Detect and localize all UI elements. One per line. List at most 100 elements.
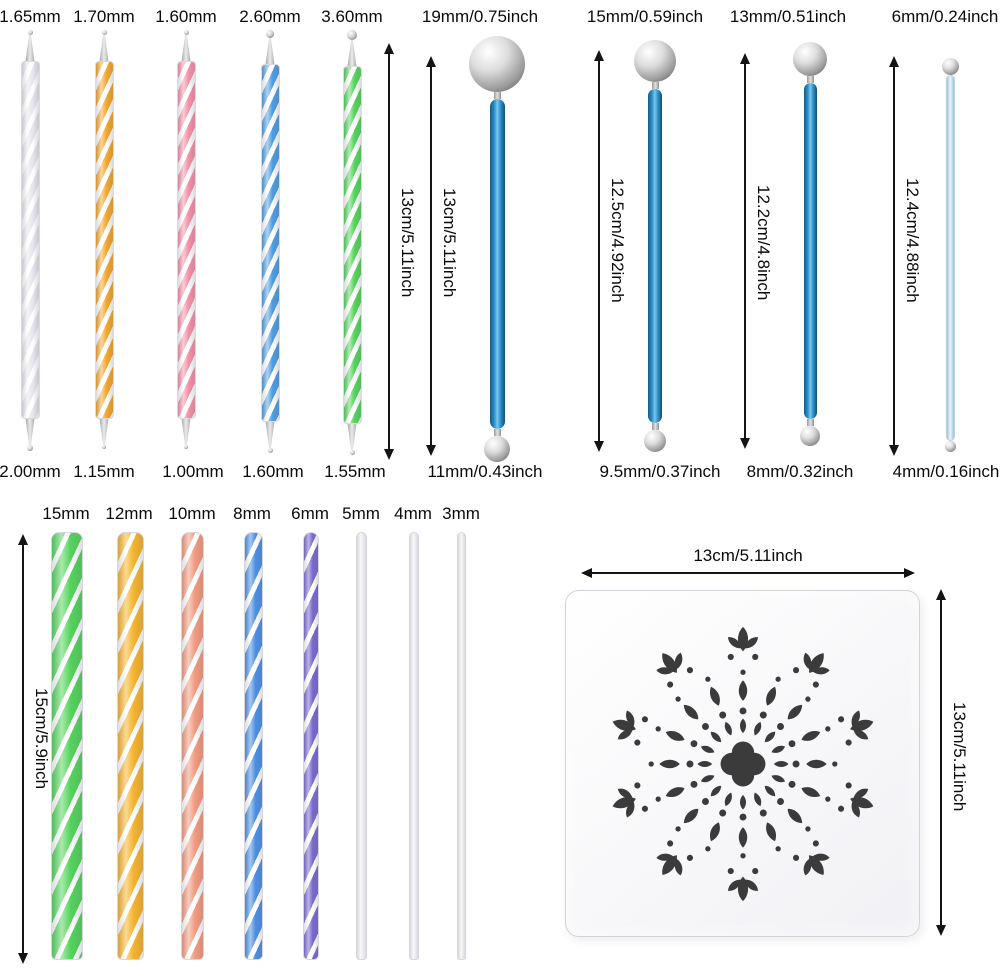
stencil-width-arrow — [581, 568, 915, 578]
pen-tip-size-label: 1.65mm — [0, 7, 61, 26]
acrylic-rod-3mm — [457, 532, 466, 960]
arrowhead — [740, 438, 750, 449]
rod-diameter-label: 12mm — [105, 504, 153, 523]
arrowhead — [18, 534, 28, 545]
pen-barrel — [342, 66, 362, 424]
pen-tip-cone — [25, 35, 35, 61]
pen-ball-tip — [266, 30, 274, 38]
arrowhead — [426, 445, 436, 456]
rod-diameter-label: 4mm — [394, 504, 432, 523]
pen-tip-cone — [99, 419, 109, 445]
arrowhead — [426, 56, 436, 67]
stylus-length-arrow — [740, 53, 750, 449]
pen-tip-cone — [347, 424, 357, 450]
pen-tip-cone — [347, 40, 357, 66]
stylus-neck — [806, 419, 814, 426]
stylus-length-label: 12.2cm/4.8inch — [754, 185, 773, 301]
pen-tip-size-label: 2.00mm — [0, 462, 61, 481]
acrylic-rod-8mm — [244, 532, 263, 960]
stylus-ball — [944, 441, 956, 452]
acrylic-rod-4mm — [409, 532, 419, 960]
stylus-neck — [651, 82, 659, 89]
pen-tip-cone — [99, 35, 109, 61]
stylus-ball-size-label: 6mm/0.24inch — [891, 7, 999, 26]
rod-diameter-label: 15mm — [42, 504, 90, 523]
rod-diameter-label: 10mm — [168, 504, 216, 523]
pen-tip-size-label: 2.60mm — [239, 7, 301, 26]
pen-ball-tip — [27, 30, 33, 35]
pen-barrel — [94, 61, 114, 419]
pen-tip-size-label: 1.60mm — [242, 462, 304, 481]
stylus-handle — [648, 89, 662, 423]
arrowhead — [740, 53, 750, 64]
pen-tip-size-label: 1.00mm — [162, 462, 224, 481]
dotting-pen-orange — [74, 30, 134, 449]
dotting-pen-green — [322, 30, 382, 455]
pen-tip-cone — [181, 35, 191, 61]
acrylic-rod-10mm — [181, 532, 204, 960]
stencil-width-label: 13cm/5.11inch — [693, 546, 803, 565]
stylus-ball — [469, 36, 525, 92]
stencil-height-label: 13cm/5.11inch — [950, 702, 969, 812]
mandala-stencil — [565, 590, 920, 937]
arrowhead — [594, 50, 604, 61]
pen-tip-cone — [265, 422, 275, 448]
stylus-ball-size-label: 13mm/0.51inch — [729, 7, 847, 26]
pen-tip-cone — [25, 419, 35, 445]
rod-diameter-label: 3mm — [442, 504, 480, 523]
stylus-length-label: 12.4cm/4.88inch — [903, 178, 922, 303]
arrowhead — [889, 445, 899, 456]
rods-length-label: 15cm/5.9inch — [32, 688, 51, 790]
stylus-neck — [493, 92, 501, 99]
acrylic-rod-15mm — [51, 532, 83, 960]
stylus-handle — [489, 99, 505, 429]
ball-stylus-1 — [467, 36, 527, 462]
rod-diameter-label: 8mm — [233, 504, 271, 523]
stylus-ball — [800, 426, 820, 446]
stylus-length-label: 13cm/5.11inch — [440, 188, 459, 298]
stylus-ball-size-label: 11mm/0.43inch — [427, 462, 543, 481]
dotting-pen-pink — [156, 30, 216, 449]
arrowhead — [18, 953, 28, 964]
rod-diameter-label: 6mm — [291, 504, 329, 523]
pen-ball-tip — [102, 445, 106, 449]
pen-ball-tip — [349, 450, 355, 455]
pen-tip-cone — [181, 419, 191, 445]
stencil-height-arrow — [936, 589, 946, 936]
stylus-ball — [484, 436, 510, 462]
pen-ball-tip — [101, 30, 107, 35]
arrowhead — [889, 56, 899, 67]
arrowhead — [594, 441, 604, 452]
stylus-neck — [806, 76, 814, 83]
pen-tip-size-label: 1.55mm — [324, 462, 386, 481]
pens-length-label: 13cm/5.11inch — [398, 188, 417, 298]
arrowhead — [581, 568, 592, 578]
pen-tip-size-label: 1.60mm — [155, 7, 217, 26]
stylus-length-arrow — [889, 56, 899, 456]
ball-stylus-3 — [780, 42, 840, 446]
arrowhead — [936, 925, 946, 936]
pen-ball-tip — [183, 30, 189, 35]
stylus-ball-size-label: 9.5mm/0.37inch — [599, 462, 721, 481]
stylus-handle — [945, 75, 955, 441]
stylus-ball-size-label: 8mm/0.32inch — [746, 462, 854, 481]
stylus-ball-size-label: 15mm/0.59inch — [586, 7, 704, 26]
pen-tip-cone — [265, 38, 275, 64]
pen-ball-tip — [27, 445, 33, 451]
pens-length-arrow — [384, 43, 394, 460]
stylus-length-label: 12.5cm/4.92inch — [608, 178, 627, 303]
acrylic-rod-6mm — [303, 532, 319, 960]
stylus-ball-size-label: 19mm/0.75inch — [421, 7, 539, 26]
rod-diameter-label: 5mm — [342, 504, 380, 523]
stylus-ball — [644, 430, 666, 452]
pen-ball-tip — [347, 30, 357, 40]
stylus-ball-size-label: 4mm/0.16inch — [892, 462, 1000, 481]
pen-ball-tip — [267, 448, 273, 453]
stylus-neck — [493, 429, 501, 436]
arrowhead — [384, 43, 394, 54]
arrowhead — [384, 449, 394, 460]
stylus-handle — [803, 83, 817, 419]
pen-barrel — [20, 61, 40, 419]
pen-tip-size-label: 1.15mm — [73, 462, 135, 481]
